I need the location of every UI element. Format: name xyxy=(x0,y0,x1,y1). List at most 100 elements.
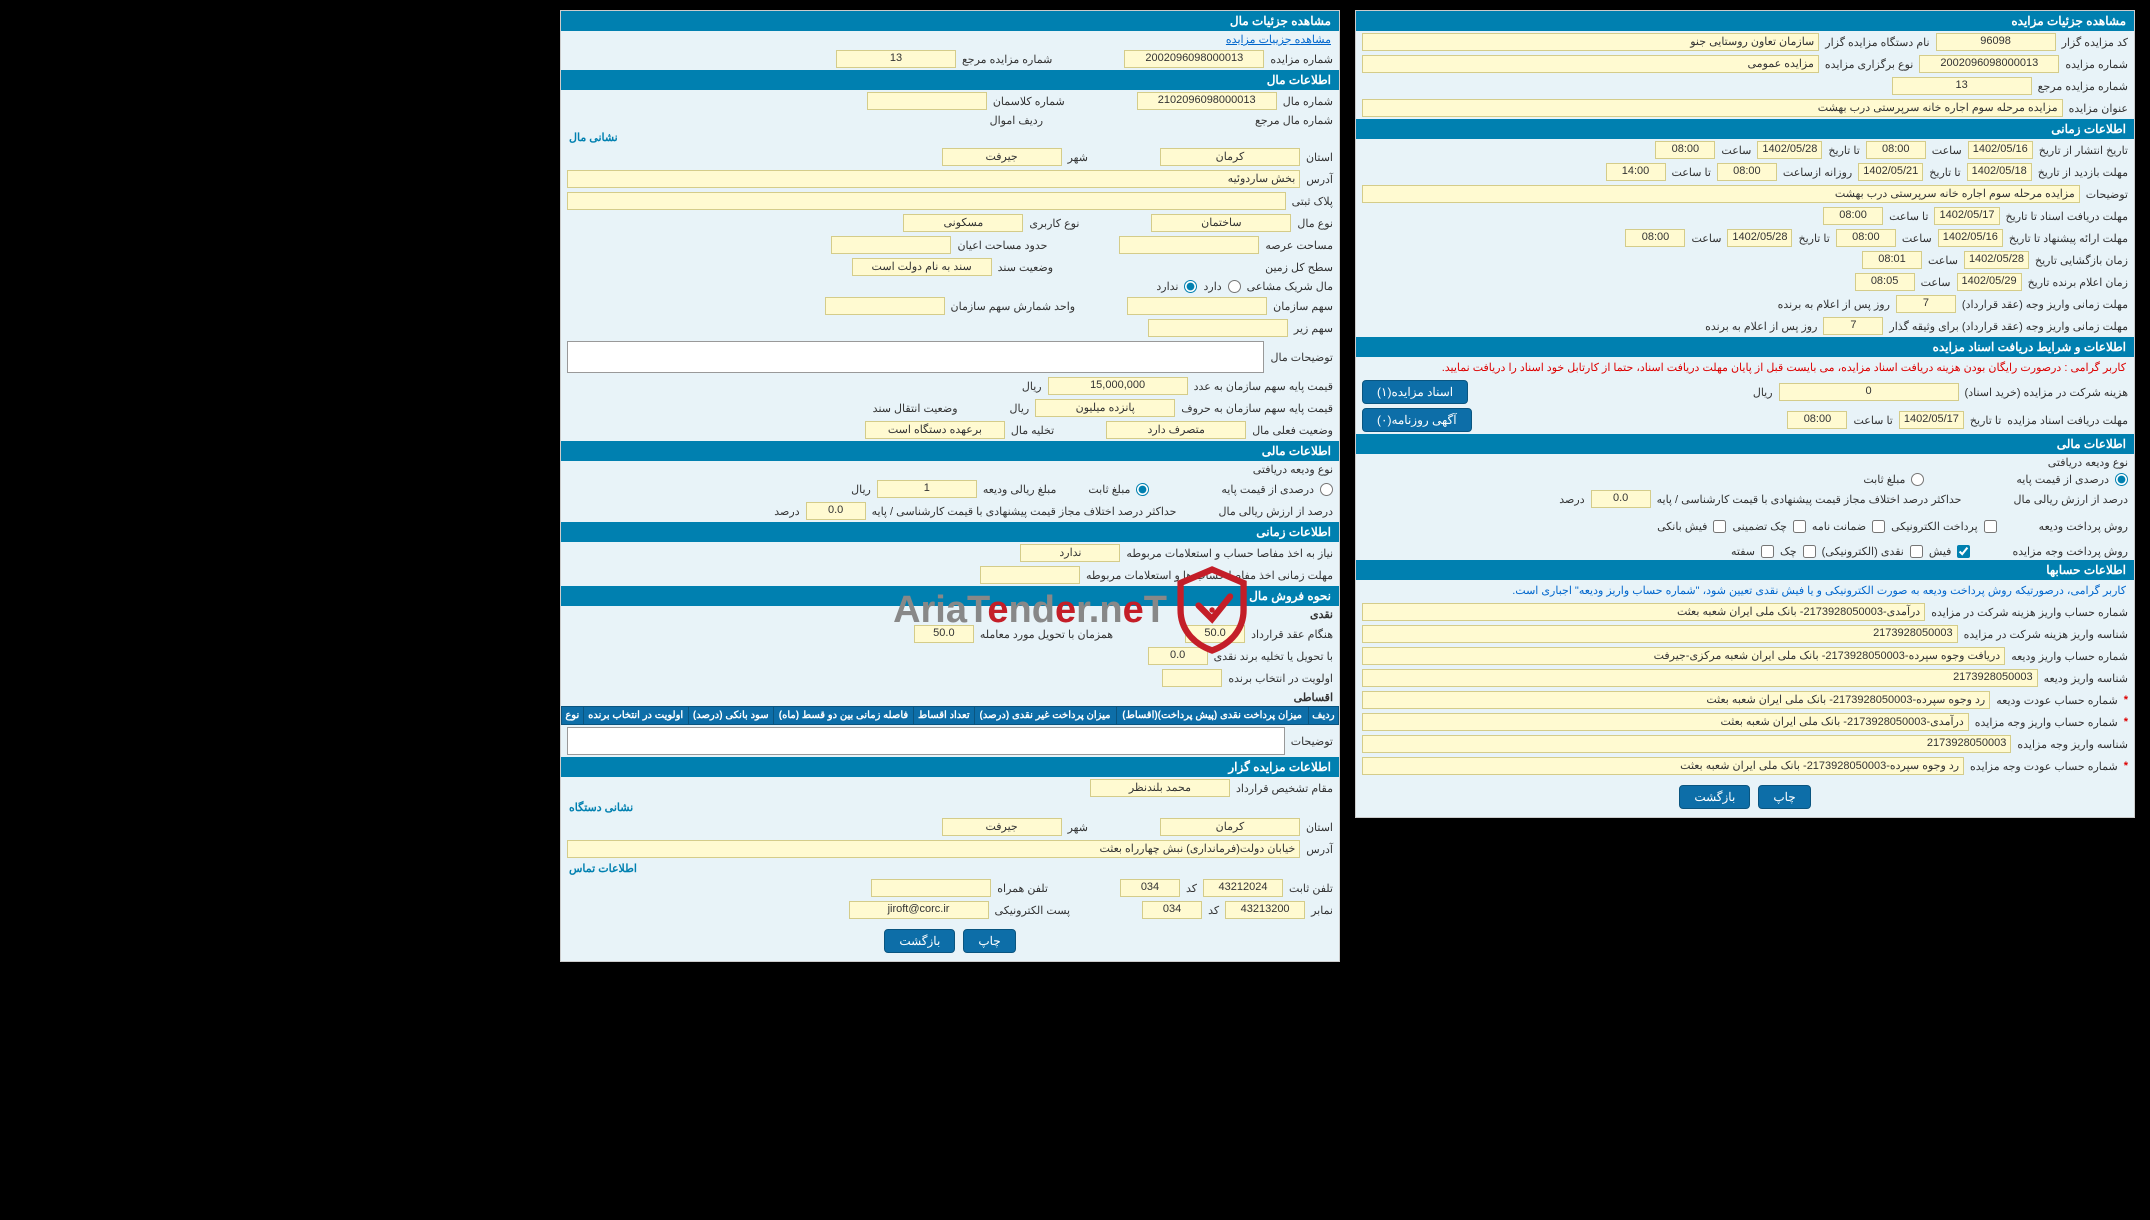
fld-max-diff-2: 0.0 xyxy=(806,502,866,520)
lbl-auction-type: نوع برگزاری مزایده xyxy=(1825,58,1913,71)
fld-t8: 08:01 xyxy=(1862,251,1922,269)
radio-base-percent[interactable] xyxy=(2115,473,2128,486)
lbl-acc2: شناسه واریز هزینه شرکت در مزایده xyxy=(1964,628,2128,641)
btn-print-2[interactable]: چاپ xyxy=(963,929,1015,953)
btn-auction-docs[interactable]: اسناد مزایده(۱) xyxy=(1362,380,1468,404)
th-priority: اولویت در انتخاب برنده xyxy=(583,707,688,725)
fld-doc-time: 08:00 xyxy=(1787,411,1847,429)
lbl-notable-area: حدود مساحت اعیان xyxy=(957,239,1047,252)
lbl-auction-no-2: شماره مزایده xyxy=(1270,53,1333,66)
lbl-need-clearance: نیاز به اخذ مفاصا حساب و استعلامات مربوط… xyxy=(1126,547,1333,560)
fld-on-contract: 50.0 xyxy=(1185,625,1245,643)
lbl-acc5: شماره حساب عودت ودیعه xyxy=(1996,694,2117,707)
fld-clearance-deadline xyxy=(980,566,1080,584)
chk-safte[interactable] xyxy=(1761,545,1774,558)
fld-acc1: درآمدی-2173928050003- بانک ملی ایران شعب… xyxy=(1362,603,1925,621)
lbl-acc1: شماره حساب واریز هزینه شرکت در مزایده xyxy=(1931,606,2128,619)
radio-hasnot[interactable] xyxy=(1184,280,1197,293)
chk-check[interactable] xyxy=(1803,545,1816,558)
fld-fee: 0 xyxy=(1779,383,1959,401)
lbl-guarantee-check: چک تضمینی xyxy=(1732,520,1786,533)
fld-t1: 08:00 xyxy=(1866,141,1926,159)
fld-d4: 1402/05/21 xyxy=(1858,163,1923,181)
chk-guarantee-letter[interactable] xyxy=(1872,520,1885,533)
btn-newspaper-ad[interactable]: آگهی روزنامه(۰) xyxy=(1362,408,1472,432)
btn-print-1[interactable]: چاپ xyxy=(1758,785,1810,809)
lbl-main-plate: پلاک ثبتی xyxy=(1292,195,1333,208)
fld-ownership-status: سند به نام دولت است xyxy=(852,258,992,276)
fld-need-clearance: ندارد xyxy=(1020,544,1120,562)
fld-desc-2 xyxy=(567,727,1285,755)
lbl-code-1: کد xyxy=(1186,882,1197,895)
star-2: * xyxy=(2124,716,2128,728)
lbl-to-date-1: تا تاریخ xyxy=(1828,144,1859,157)
lbl-deposit-type-2: نوع ودیعه دریافتی xyxy=(1253,463,1333,476)
radio-fixed-amount-2[interactable] xyxy=(1136,483,1149,496)
fld-acc8: رد وجوه سپرده-2173928050003- بانک ملی ای… xyxy=(1362,757,1964,775)
lbl-percent-2: درصد xyxy=(774,505,799,518)
chk-electronic-cash[interactable] xyxy=(1910,545,1923,558)
lbl-hour-5: ساعت xyxy=(1928,254,1958,267)
fld-winner-priority xyxy=(1162,669,1222,687)
lbl-landline: تلفن ثابت xyxy=(1289,882,1333,895)
subheader-property-address: نشانی مال xyxy=(561,129,1339,146)
th-non-cash: میزان پرداخت غیر نقدی (درصد) xyxy=(974,707,1116,725)
lbl-to-hour-1: تا ساعت xyxy=(1672,166,1711,179)
header-property-details: مشاهده جزئیات مال xyxy=(561,11,1339,31)
fld-t9: 08:05 xyxy=(1855,273,1915,291)
chk-fish[interactable] xyxy=(1957,545,1970,558)
fld-t4b: 14:00 xyxy=(1606,163,1666,181)
auction-details-panel: مشاهده جزئیات مزایده کد مزایده گزار 9609… xyxy=(1355,10,2135,818)
fld-ref-no: 13 xyxy=(1892,77,2032,95)
lbl-hour-3: ساعت xyxy=(1902,232,1932,245)
lbl-property-type: نوع مال xyxy=(1297,217,1333,230)
fld-d5: 1402/05/17 xyxy=(1934,207,1999,225)
lbl-fixed-amount: مبلغ ثابت xyxy=(1863,473,1905,486)
btn-back-2[interactable]: بازگشت xyxy=(884,929,955,953)
lbl-clearance-deadline: مهلت زمانی اخذ مفاصا حساب ها و استعلامات… xyxy=(1086,569,1333,582)
fld-d1: 1402/05/16 xyxy=(1968,141,2033,159)
fld-address-2: خیابان دولت(فرمانداری) نبش چهارراه بعثت xyxy=(567,840,1300,858)
chk-guarantee-check[interactable] xyxy=(1793,520,1806,533)
lbl-acc7: شناسه واریز وجه مزایده xyxy=(2017,738,2128,751)
fld-acc6: درآمدی-2173928050003- بانک ملی ایران شعب… xyxy=(1362,713,1969,731)
chk-electronic-payment[interactable] xyxy=(1984,520,1997,533)
fld-contract-person: محمد بلندنظر xyxy=(1090,779,1230,797)
lbl-rial-3: ریال xyxy=(1010,402,1030,415)
fld-d7: 1402/05/28 xyxy=(1727,229,1792,247)
fld-current-status: متصرف دارد xyxy=(1106,421,1246,439)
radio-base-percent-2[interactable] xyxy=(1320,483,1333,496)
lbl-on-cash-delivery: با تحویل یا تخلیه برند نقدی xyxy=(1214,650,1333,663)
btn-back-1[interactable]: بازگشت xyxy=(1679,785,1750,809)
radio-fixed-amount[interactable] xyxy=(1911,473,1924,486)
installments-table: ردیف میزان پرداخت نقدی (پیش پرداخت)(اقسا… xyxy=(561,706,1339,725)
fld-city-2: جیرفت xyxy=(942,818,1062,836)
header-time-info-2: اطلاعات زمانی xyxy=(561,522,1339,542)
link-view-auction[interactable]: مشاهده جزییات مزایده xyxy=(561,31,1339,48)
lbl-address: آدرس xyxy=(1306,173,1333,186)
lbl-winner-priority: اولویت در انتخاب برنده xyxy=(1228,672,1333,685)
lbl-acc6: شماره حساب واریز وجه مزایده xyxy=(1975,716,2118,729)
fld-phone: 43212024 xyxy=(1203,879,1283,897)
lbl-auction-title: عنوان مزایده xyxy=(2069,102,2128,115)
fld-main-plate xyxy=(567,192,1286,210)
fld-t7: 08:00 xyxy=(1625,229,1685,247)
lbl-announce-time: زمان اعلام برنده تاریخ xyxy=(2028,276,2128,289)
subheader-org-address: نشانی دستگاه xyxy=(561,799,1339,816)
lbl-max-diff-2: حداکثر درصد اختلاف مجاز قیمت پیشنهادی با… xyxy=(872,505,1177,518)
lbl-guarantee-deadline: مهلت زمانی واریز وجه (عقد قرارداد) برای … xyxy=(1889,320,2128,333)
lbl-mobile: تلفن همراه xyxy=(997,882,1048,895)
fld-org-share xyxy=(1127,297,1267,315)
header-time-info: اطلاعات زمانی xyxy=(1356,119,2134,139)
fld-d2: 1402/05/28 xyxy=(1757,141,1822,159)
lbl-electronic-cash: نقدی (الکترونیکی) xyxy=(1822,545,1904,558)
fld-email: jiroft@corc.ir xyxy=(849,901,989,919)
lbl-hour-6: ساعت xyxy=(1921,276,1951,289)
lbl-org-share-unit: واحد شمارش سهم سازمان xyxy=(951,300,1076,313)
lbl-ref-no: شماره مزایده مرجع xyxy=(2038,80,2128,93)
radio-has[interactable] xyxy=(1228,280,1241,293)
fld-organizer-code: 96098 xyxy=(1936,33,2056,51)
lbl-hour-2: ساعت xyxy=(1721,144,1751,157)
fld-acc4: 2173928050003 xyxy=(1362,669,2038,687)
chk-bank-receipt[interactable] xyxy=(1713,520,1726,533)
